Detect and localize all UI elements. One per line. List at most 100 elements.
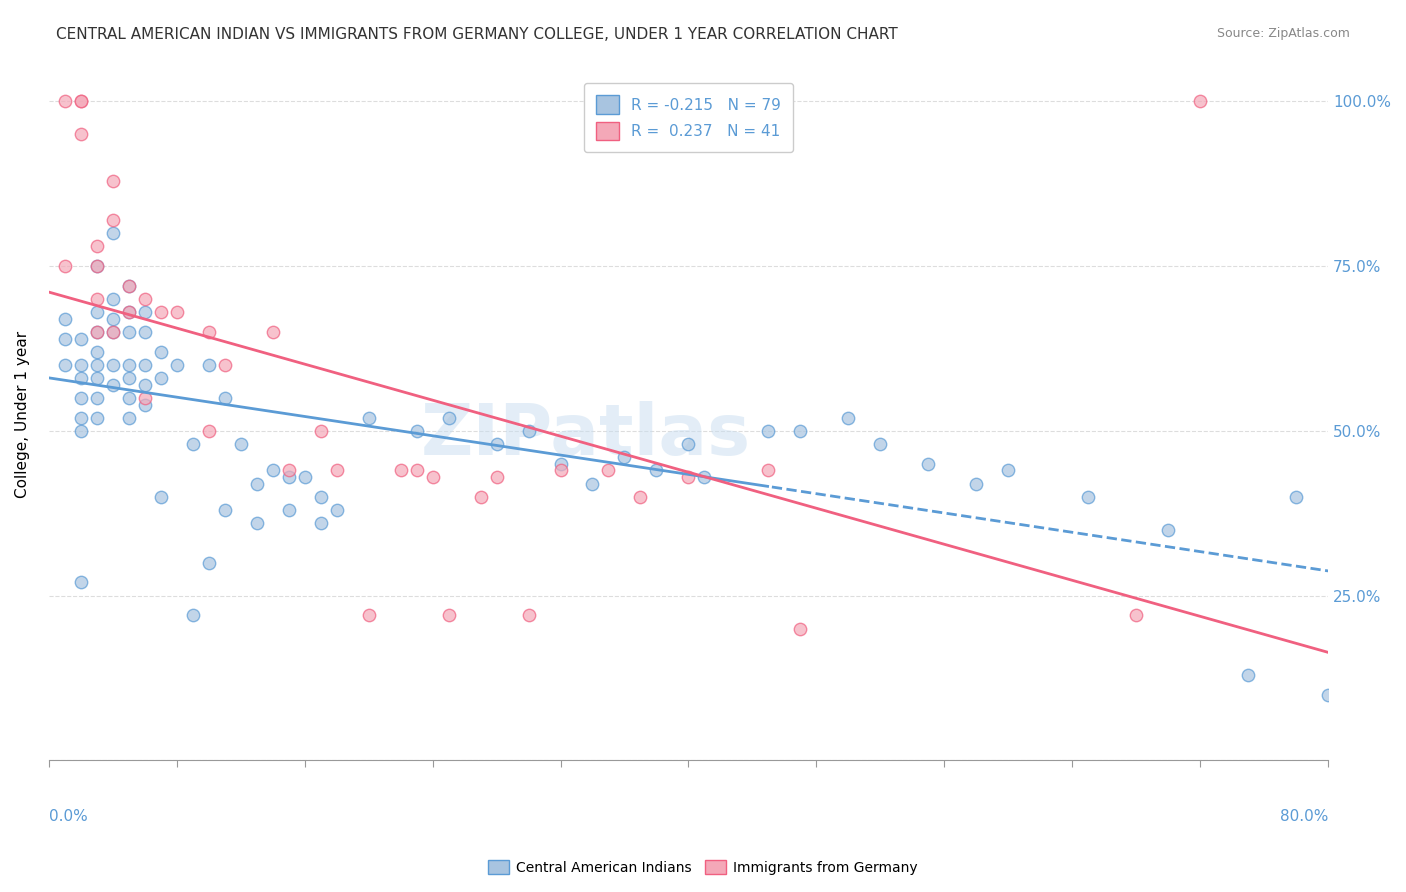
Point — [869, 437, 891, 451]
Point — [166, 305, 188, 319]
Point — [309, 490, 332, 504]
Point — [149, 371, 172, 385]
Point — [181, 608, 204, 623]
Point — [118, 371, 141, 385]
Point — [789, 622, 811, 636]
Point — [277, 463, 299, 477]
Y-axis label: College, Under 1 year: College, Under 1 year — [15, 331, 30, 498]
Point — [101, 213, 124, 227]
Point — [149, 305, 172, 319]
Point — [485, 470, 508, 484]
Point — [134, 292, 156, 306]
Point — [630, 490, 652, 504]
Point — [101, 358, 124, 372]
Point — [262, 325, 284, 339]
Point — [214, 391, 236, 405]
Point — [69, 410, 91, 425]
Point — [86, 344, 108, 359]
Point — [422, 470, 444, 484]
Point — [149, 344, 172, 359]
Point — [101, 312, 124, 326]
Point — [405, 463, 427, 477]
Text: Source: ZipAtlas.com: Source: ZipAtlas.com — [1216, 27, 1350, 40]
Point — [357, 608, 380, 623]
Point — [1077, 490, 1099, 504]
Point — [101, 173, 124, 187]
Text: 80.0%: 80.0% — [1279, 809, 1329, 824]
Point — [197, 358, 219, 372]
Point — [405, 424, 427, 438]
Point — [613, 450, 636, 465]
Point — [118, 391, 141, 405]
Point — [965, 476, 987, 491]
Text: 0.0%: 0.0% — [49, 809, 87, 824]
Point — [437, 410, 460, 425]
Point — [134, 325, 156, 339]
Point — [277, 503, 299, 517]
Text: ZIPatlas: ZIPatlas — [420, 401, 751, 470]
Point — [149, 490, 172, 504]
Point — [134, 358, 156, 372]
Point — [581, 476, 603, 491]
Point — [53, 95, 76, 109]
Point — [246, 476, 269, 491]
Point — [1157, 523, 1180, 537]
Point — [86, 391, 108, 405]
Point — [69, 371, 91, 385]
Point — [645, 463, 668, 477]
Point — [550, 457, 572, 471]
Point — [69, 391, 91, 405]
Legend: R = -0.215   N = 79, R =  0.237   N = 41: R = -0.215 N = 79, R = 0.237 N = 41 — [583, 83, 793, 153]
Point — [53, 332, 76, 346]
Point — [197, 556, 219, 570]
Point — [118, 279, 141, 293]
Point — [1285, 490, 1308, 504]
Legend: Central American Indians, Immigrants from Germany: Central American Indians, Immigrants fro… — [482, 855, 924, 880]
Point — [118, 325, 141, 339]
Point — [693, 470, 716, 484]
Point — [325, 463, 347, 477]
Point — [53, 358, 76, 372]
Point — [53, 312, 76, 326]
Point — [229, 437, 252, 451]
Point — [1317, 688, 1340, 702]
Point — [86, 239, 108, 253]
Point — [86, 371, 108, 385]
Point — [118, 410, 141, 425]
Point — [997, 463, 1019, 477]
Point — [69, 95, 91, 109]
Point — [262, 463, 284, 477]
Point — [1189, 95, 1212, 109]
Point — [53, 259, 76, 273]
Point — [86, 259, 108, 273]
Point — [118, 358, 141, 372]
Point — [166, 358, 188, 372]
Point — [1237, 667, 1260, 681]
Point — [758, 424, 780, 438]
Point — [357, 410, 380, 425]
Point — [197, 424, 219, 438]
Point — [134, 377, 156, 392]
Point — [214, 358, 236, 372]
Point — [294, 470, 316, 484]
Point — [1125, 608, 1147, 623]
Point — [837, 410, 859, 425]
Point — [118, 305, 141, 319]
Text: CENTRAL AMERICAN INDIAN VS IMMIGRANTS FROM GERMANY COLLEGE, UNDER 1 YEAR CORRELA: CENTRAL AMERICAN INDIAN VS IMMIGRANTS FR… — [56, 27, 898, 42]
Point — [485, 437, 508, 451]
Point — [134, 391, 156, 405]
Point — [389, 463, 412, 477]
Point — [134, 398, 156, 412]
Point — [437, 608, 460, 623]
Point — [181, 437, 204, 451]
Point — [101, 226, 124, 240]
Point — [517, 424, 540, 438]
Point — [101, 292, 124, 306]
Point — [197, 325, 219, 339]
Point — [69, 332, 91, 346]
Point — [325, 503, 347, 517]
Point — [69, 424, 91, 438]
Point — [517, 608, 540, 623]
Point — [277, 470, 299, 484]
Point — [69, 358, 91, 372]
